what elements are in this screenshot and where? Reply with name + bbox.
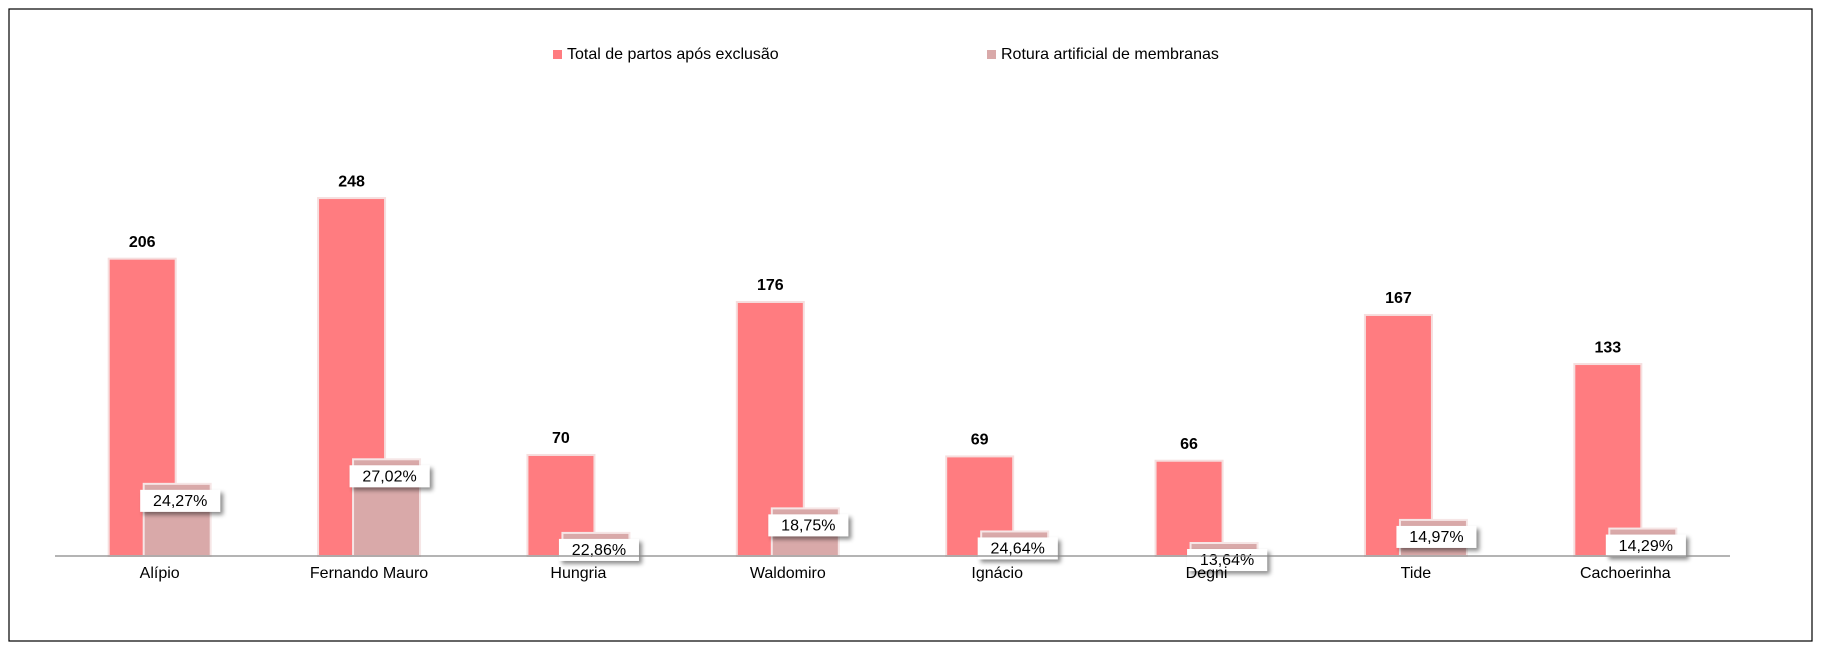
label-box [1396, 525, 1477, 548]
value-label: 133 [1594, 339, 1621, 356]
value-label: 24,27% [153, 493, 207, 510]
value-label: 27,02% [362, 469, 416, 486]
bar [735, 300, 805, 557]
value-label-box: 18,75% [768, 514, 849, 537]
x-tick-label: Alípio [140, 565, 180, 582]
value-label: 66 [1180, 436, 1198, 453]
x-tick-label: Cachoerinha [1580, 565, 1671, 582]
x-tick-label: Fernando Mauro [310, 565, 428, 582]
value-label-box: 24,27% [140, 489, 221, 512]
value-label: 14,29% [1619, 538, 1673, 555]
label-box [349, 465, 430, 488]
bar [1154, 459, 1224, 557]
x-tick-label: Degni [1186, 565, 1228, 582]
legend-swatch [987, 50, 996, 59]
value-label: 24,64% [991, 541, 1045, 558]
value-label-box: 24,64% [977, 537, 1058, 560]
label-box [1187, 549, 1268, 572]
legend-swatch [553, 50, 562, 59]
value-label: 69 [971, 432, 989, 449]
value-label-box: 14,97% [1396, 525, 1477, 548]
x-tick-label: Hungria [550, 565, 606, 582]
label-box [1605, 534, 1686, 557]
label-box [768, 514, 849, 537]
value-label: 248 [338, 173, 365, 190]
x-tick-label: Tide [1401, 565, 1432, 582]
value-label: 167 [1385, 290, 1412, 307]
value-label-box: 27,02% [349, 465, 430, 488]
value-label: 70 [552, 430, 570, 447]
value-label: 206 [129, 234, 156, 251]
label-box [977, 537, 1058, 560]
value-label-box: 14,29% [1605, 534, 1686, 557]
value-label: 176 [757, 277, 784, 294]
value-label-box: 22,86% [558, 538, 639, 561]
legend-label: Total de partos após exclusão [567, 46, 779, 63]
bar [1573, 363, 1643, 557]
frame [8, 8, 1813, 642]
value-label: 18,75% [781, 518, 835, 535]
legend-label: Rotura artificial de membranas [1001, 46, 1219, 63]
value-label: 14,97% [1409, 529, 1463, 546]
x-tick-label: Waldomiro [750, 565, 826, 582]
label-box [140, 489, 221, 512]
x-tick-label: Ignácio [971, 565, 1023, 582]
value-label: 22,86% [572, 542, 626, 559]
